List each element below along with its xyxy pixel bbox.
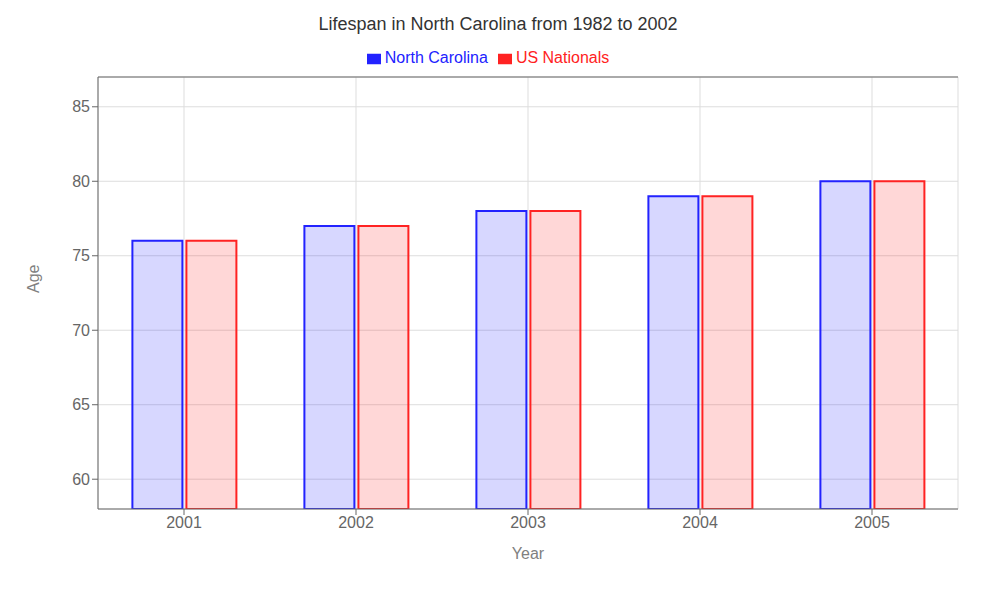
svg-text:80: 80 [72,173,90,190]
html-text:US Nationals: US Nationals [515,49,610,66]
html-text:Lifespan in North Carolina fro: Lifespan in North Carolina from 1982 to … [318,14,678,34]
svg-text:2004: 2004 [682,514,718,531]
svg-text:75: 75 [72,247,90,264]
svg-text:Year: Year [512,545,545,562]
svg-text:65: 65 [72,396,90,413]
svg-text:60: 60 [72,471,90,488]
svg-text:85: 85 [72,98,90,115]
svg-text:2001: 2001 [166,514,202,531]
svg-text:2002: 2002 [338,514,374,531]
svg-text:70: 70 [72,322,90,339]
svg-text:Age: Age [25,264,42,293]
svg-text:2005: 2005 [854,514,890,531]
svg-text:2003: 2003 [510,514,546,531]
html-text:North Carolina: North Carolina [384,49,488,66]
